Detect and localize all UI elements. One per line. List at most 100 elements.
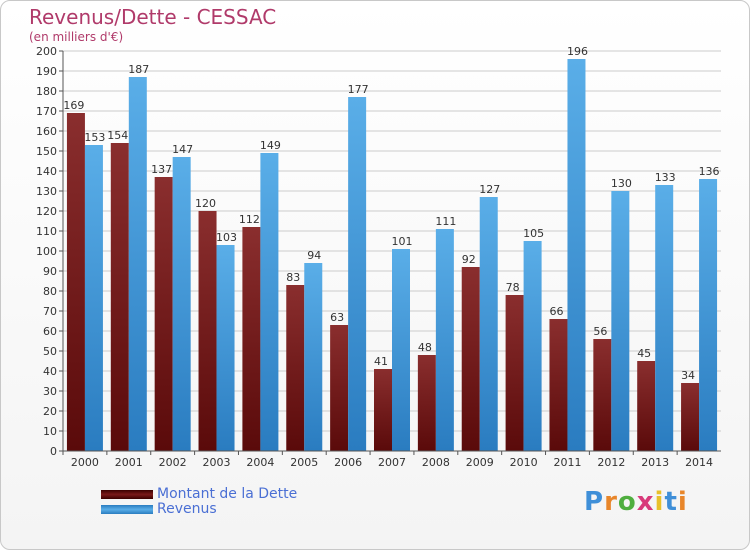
- bar-dette-2004: [242, 227, 261, 451]
- logo-letter: t: [664, 487, 678, 517]
- y-tick-label: 190: [36, 65, 57, 78]
- y-tick-label: 100: [36, 245, 57, 258]
- data-label-revenus-2004: 149: [260, 139, 281, 152]
- data-label-revenus-2008: 111: [435, 215, 456, 228]
- x-tick-label-2009: 2009: [466, 456, 494, 469]
- data-label-dette-2009: 92: [462, 253, 476, 266]
- logo-letter: r: [604, 487, 618, 517]
- x-tick-label-2002: 2002: [159, 456, 187, 469]
- x-tick-label-2007: 2007: [378, 456, 406, 469]
- x-tick-label-2006: 2006: [334, 456, 362, 469]
- bar-dette-2003: [198, 211, 217, 451]
- logo-letter: i: [654, 487, 665, 517]
- bar-dette-2014: [681, 383, 700, 451]
- bar-dette-2011: [549, 319, 568, 451]
- data-label-revenus-2010: 105: [523, 227, 544, 240]
- bar-revenus-2003: [216, 245, 235, 451]
- data-label-revenus-2007: 101: [392, 235, 413, 248]
- bar-revenus-2000: [84, 145, 103, 451]
- bar-dette-2009: [461, 267, 480, 451]
- bar-revenus-2005: [304, 263, 323, 451]
- y-tick-label: 0: [50, 445, 57, 458]
- y-tick-label: 60: [43, 325, 57, 338]
- bar-dette-2002: [154, 177, 173, 451]
- logo-letter: i: [677, 487, 688, 517]
- y-tick-label: 200: [36, 45, 57, 58]
- x-tick-label-2005: 2005: [290, 456, 318, 469]
- data-label-dette-2011: 66: [549, 305, 563, 318]
- legend-swatch-revenus: [101, 505, 153, 514]
- y-tick-label: 50: [43, 345, 57, 358]
- bar-revenus-2008: [435, 229, 454, 451]
- y-tick-label: 150: [36, 145, 57, 158]
- data-label-dette-2000: 169: [63, 99, 84, 112]
- data-label-revenus-2013: 133: [655, 171, 676, 184]
- data-label-dette-2005: 83: [286, 271, 300, 284]
- bar-revenus-2006: [348, 97, 367, 451]
- data-label-dette-2007: 41: [374, 355, 388, 368]
- bar-dette-2006: [330, 325, 349, 451]
- data-label-dette-2004: 112: [239, 213, 260, 226]
- x-tick-label-2014: 2014: [685, 456, 713, 469]
- chart-title: Revenus/Dette - CESSAC: [29, 5, 277, 29]
- bar-revenus-2011: [567, 59, 586, 451]
- data-label-dette-2013: 45: [637, 347, 651, 360]
- bar-revenus-2004: [260, 153, 279, 451]
- x-tick-label-2012: 2012: [597, 456, 625, 469]
- data-label-dette-2002: 137: [151, 163, 172, 176]
- data-label-dette-2010: 78: [506, 281, 520, 294]
- data-label-revenus-2002: 147: [172, 143, 193, 156]
- y-tick-label: 40: [43, 365, 57, 378]
- bar-dette-2007: [374, 369, 392, 451]
- data-label-revenus-2012: 130: [611, 177, 632, 190]
- legend-label-revenus: Revenus: [157, 501, 217, 517]
- y-tick-label: 170: [36, 105, 57, 118]
- y-tick-label: 70: [43, 305, 57, 318]
- y-tick-label: 160: [36, 125, 57, 138]
- x-tick-label-2013: 2013: [641, 456, 669, 469]
- bar-revenus-2012: [611, 191, 630, 451]
- bar-revenus-2001: [128, 77, 147, 451]
- proxiti-logo: Proxiti: [584, 487, 688, 517]
- y-tick-label: 140: [36, 165, 57, 178]
- bar-revenus-2009: [479, 197, 498, 451]
- data-label-revenus-2009: 127: [479, 183, 500, 196]
- legend-swatch-dette: [101, 490, 153, 499]
- y-tick-label: 90: [43, 265, 57, 278]
- legend-label-dette: Montant de la Dette: [157, 486, 298, 502]
- y-tick-label: 20: [43, 405, 57, 418]
- y-tick-label: 130: [36, 185, 57, 198]
- bar-dette-2008: [417, 355, 436, 451]
- data-label-dette-2012: 56: [593, 325, 607, 338]
- y-tick-label: 120: [36, 205, 57, 218]
- x-tick-label-2004: 2004: [246, 456, 274, 469]
- bar-dette-2012: [593, 339, 612, 451]
- x-tick-label-2001: 2001: [115, 456, 143, 469]
- bar-dette-2001: [110, 143, 129, 451]
- bars: [66, 59, 718, 451]
- data-label-revenus-2001: 187: [128, 63, 149, 76]
- y-tick-label: 80: [43, 285, 57, 298]
- logo-letter: x: [636, 487, 655, 517]
- data-label-revenus-2011: 196: [567, 45, 588, 58]
- data-label-revenus-2005: 94: [307, 249, 321, 262]
- chart-subtitle: (en milliers d'€): [29, 30, 124, 44]
- data-label-dette-2003: 120: [195, 197, 216, 210]
- bar-revenus-2014: [699, 179, 718, 451]
- x-tick-label-2008: 2008: [422, 456, 450, 469]
- x-tick-label-2003: 2003: [203, 456, 231, 469]
- bar-revenus-2010: [523, 241, 542, 451]
- data-label-revenus-2006: 177: [348, 83, 369, 96]
- data-label-dette-2001: 154: [107, 129, 128, 142]
- bar-dette-2005: [286, 285, 305, 451]
- bar-revenus-2002: [172, 157, 191, 451]
- logo-letter: o: [617, 487, 637, 517]
- bar-dette-2010: [505, 295, 524, 451]
- data-label-dette-2014: 34: [681, 369, 695, 382]
- bar-revenus-2013: [655, 185, 674, 451]
- x-tick-label-2011: 2011: [553, 456, 581, 469]
- y-tick-label: 30: [43, 385, 57, 398]
